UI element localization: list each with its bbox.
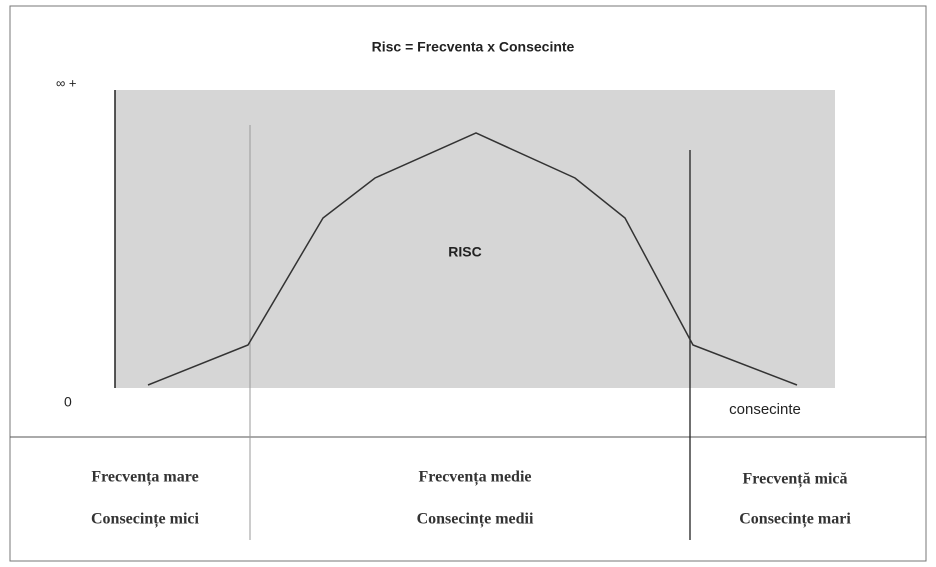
x-axis-label: consecinte: [729, 401, 801, 418]
zone-frequency: Frecvența mare: [91, 469, 198, 487]
zone-consequence: Consecințe mari: [739, 511, 851, 529]
risk-curve: [147, 132, 798, 386]
zone-consequence: Consecințe medii: [417, 511, 534, 529]
zone-frequency: Frecvența medie: [419, 469, 532, 487]
axis-top-label: ∞ +: [56, 75, 76, 90]
axis-origin-label: 0: [64, 394, 72, 410]
plot-area: [115, 90, 835, 388]
area-label: RISC: [448, 244, 481, 260]
zone-frequency: Frecvență mică: [743, 471, 848, 489]
title: Risc = Frecventa x Consecinte: [372, 39, 575, 55]
zone-consequence: Consecințe mici: [91, 511, 200, 529]
